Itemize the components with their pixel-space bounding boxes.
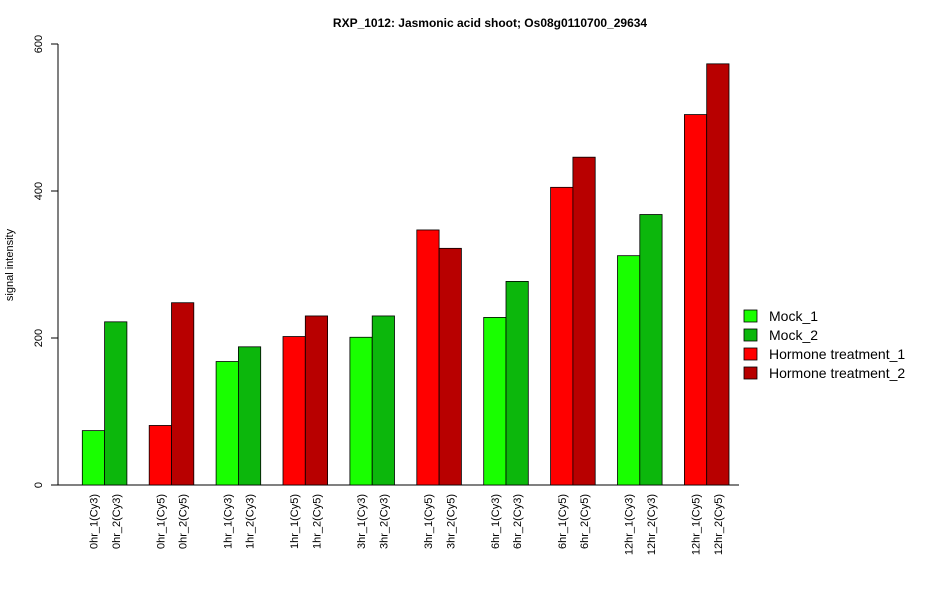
legend-label: Hormone treatment_1 <box>769 346 905 362</box>
y-axis-label: signal intensity <box>4 228 16 301</box>
bar <box>349 336 373 486</box>
y-tick-label: 0 <box>33 482 45 488</box>
x-tick-label: 6hr_1(Cy3) <box>490 494 502 549</box>
legend-swatch <box>743 328 758 342</box>
x-tick-label: 0hr_1(Cy3) <box>88 494 100 549</box>
bar <box>104 321 128 486</box>
x-tick-label: 6hr_2(Cy5) <box>579 494 591 549</box>
bar <box>438 247 462 486</box>
x-tick-label: 1hr_2(Cy3) <box>245 494 257 549</box>
chart-title: RXP_1012: Jasmonic acid shoot; Os08g0110… <box>333 16 648 30</box>
bar <box>371 315 395 486</box>
bar <box>148 425 172 486</box>
x-tick-label: 12hr_2(Cy3) <box>646 494 658 555</box>
x-tick-label: 3hr_1(Cy5) <box>423 494 435 549</box>
legend-swatch <box>743 366 758 380</box>
bar <box>550 186 574 486</box>
x-tick-label: 0hr_1(Cy5) <box>155 494 167 549</box>
x-tick-label: 1hr_2(Cy5) <box>311 494 323 549</box>
x-tick-label: 12hr_2(Cy5) <box>713 494 725 555</box>
x-tick-label: 3hr_1(Cy3) <box>356 494 368 549</box>
y-tick-label: 600 <box>33 35 45 53</box>
x-tick-label: 12hr_1(Cy3) <box>624 494 636 555</box>
bar <box>282 336 306 486</box>
bar <box>572 156 596 486</box>
legend-label: Mock_1 <box>769 308 818 324</box>
x-tick-label: 3hr_2(Cy3) <box>378 494 390 549</box>
x-tick-label: 0hr_2(Cy5) <box>178 494 190 549</box>
x-tick-label: 3hr_2(Cy5) <box>445 494 457 549</box>
bar <box>505 281 529 486</box>
bars <box>81 63 730 486</box>
bar <box>684 114 708 486</box>
legend-label: Mock_2 <box>769 327 818 343</box>
x-tick-label: 0hr_2(Cy3) <box>111 494 123 549</box>
bar <box>483 317 507 486</box>
x-tick-labels: 0hr_1(Cy3) 0hr_2(Cy3) 0hr_1(Cy5) 0hr_2(Cy5)… <box>88 494 724 555</box>
bar <box>639 214 663 486</box>
bar <box>237 346 262 486</box>
legend-swatch <box>743 309 758 323</box>
bar <box>171 302 195 486</box>
x-tick-label: 6hr_1(Cy5) <box>557 494 569 549</box>
y-axis: 0 200 400 600 <box>33 35 59 488</box>
legend-label: Hormone treatment_2 <box>769 365 905 381</box>
bar <box>215 361 239 486</box>
bar <box>617 255 641 486</box>
y-tick-label: 400 <box>33 182 45 200</box>
bar <box>416 229 440 486</box>
x-tick-label: 1hr_1(Cy5) <box>289 494 301 549</box>
bar <box>706 63 730 486</box>
legend: Mock_1 Mock_2 Hormone treatment_1 Hormone t… <box>743 308 905 381</box>
bar <box>304 315 328 486</box>
bar <box>81 430 106 486</box>
x-tick-label: 12hr_1(Cy5) <box>691 494 703 555</box>
y-tick-label: 200 <box>33 329 45 347</box>
legend-swatch <box>743 347 758 361</box>
x-tick-label: 6hr_2(Cy3) <box>512 494 524 549</box>
x-tick-label: 1hr_1(Cy3) <box>222 494 234 549</box>
